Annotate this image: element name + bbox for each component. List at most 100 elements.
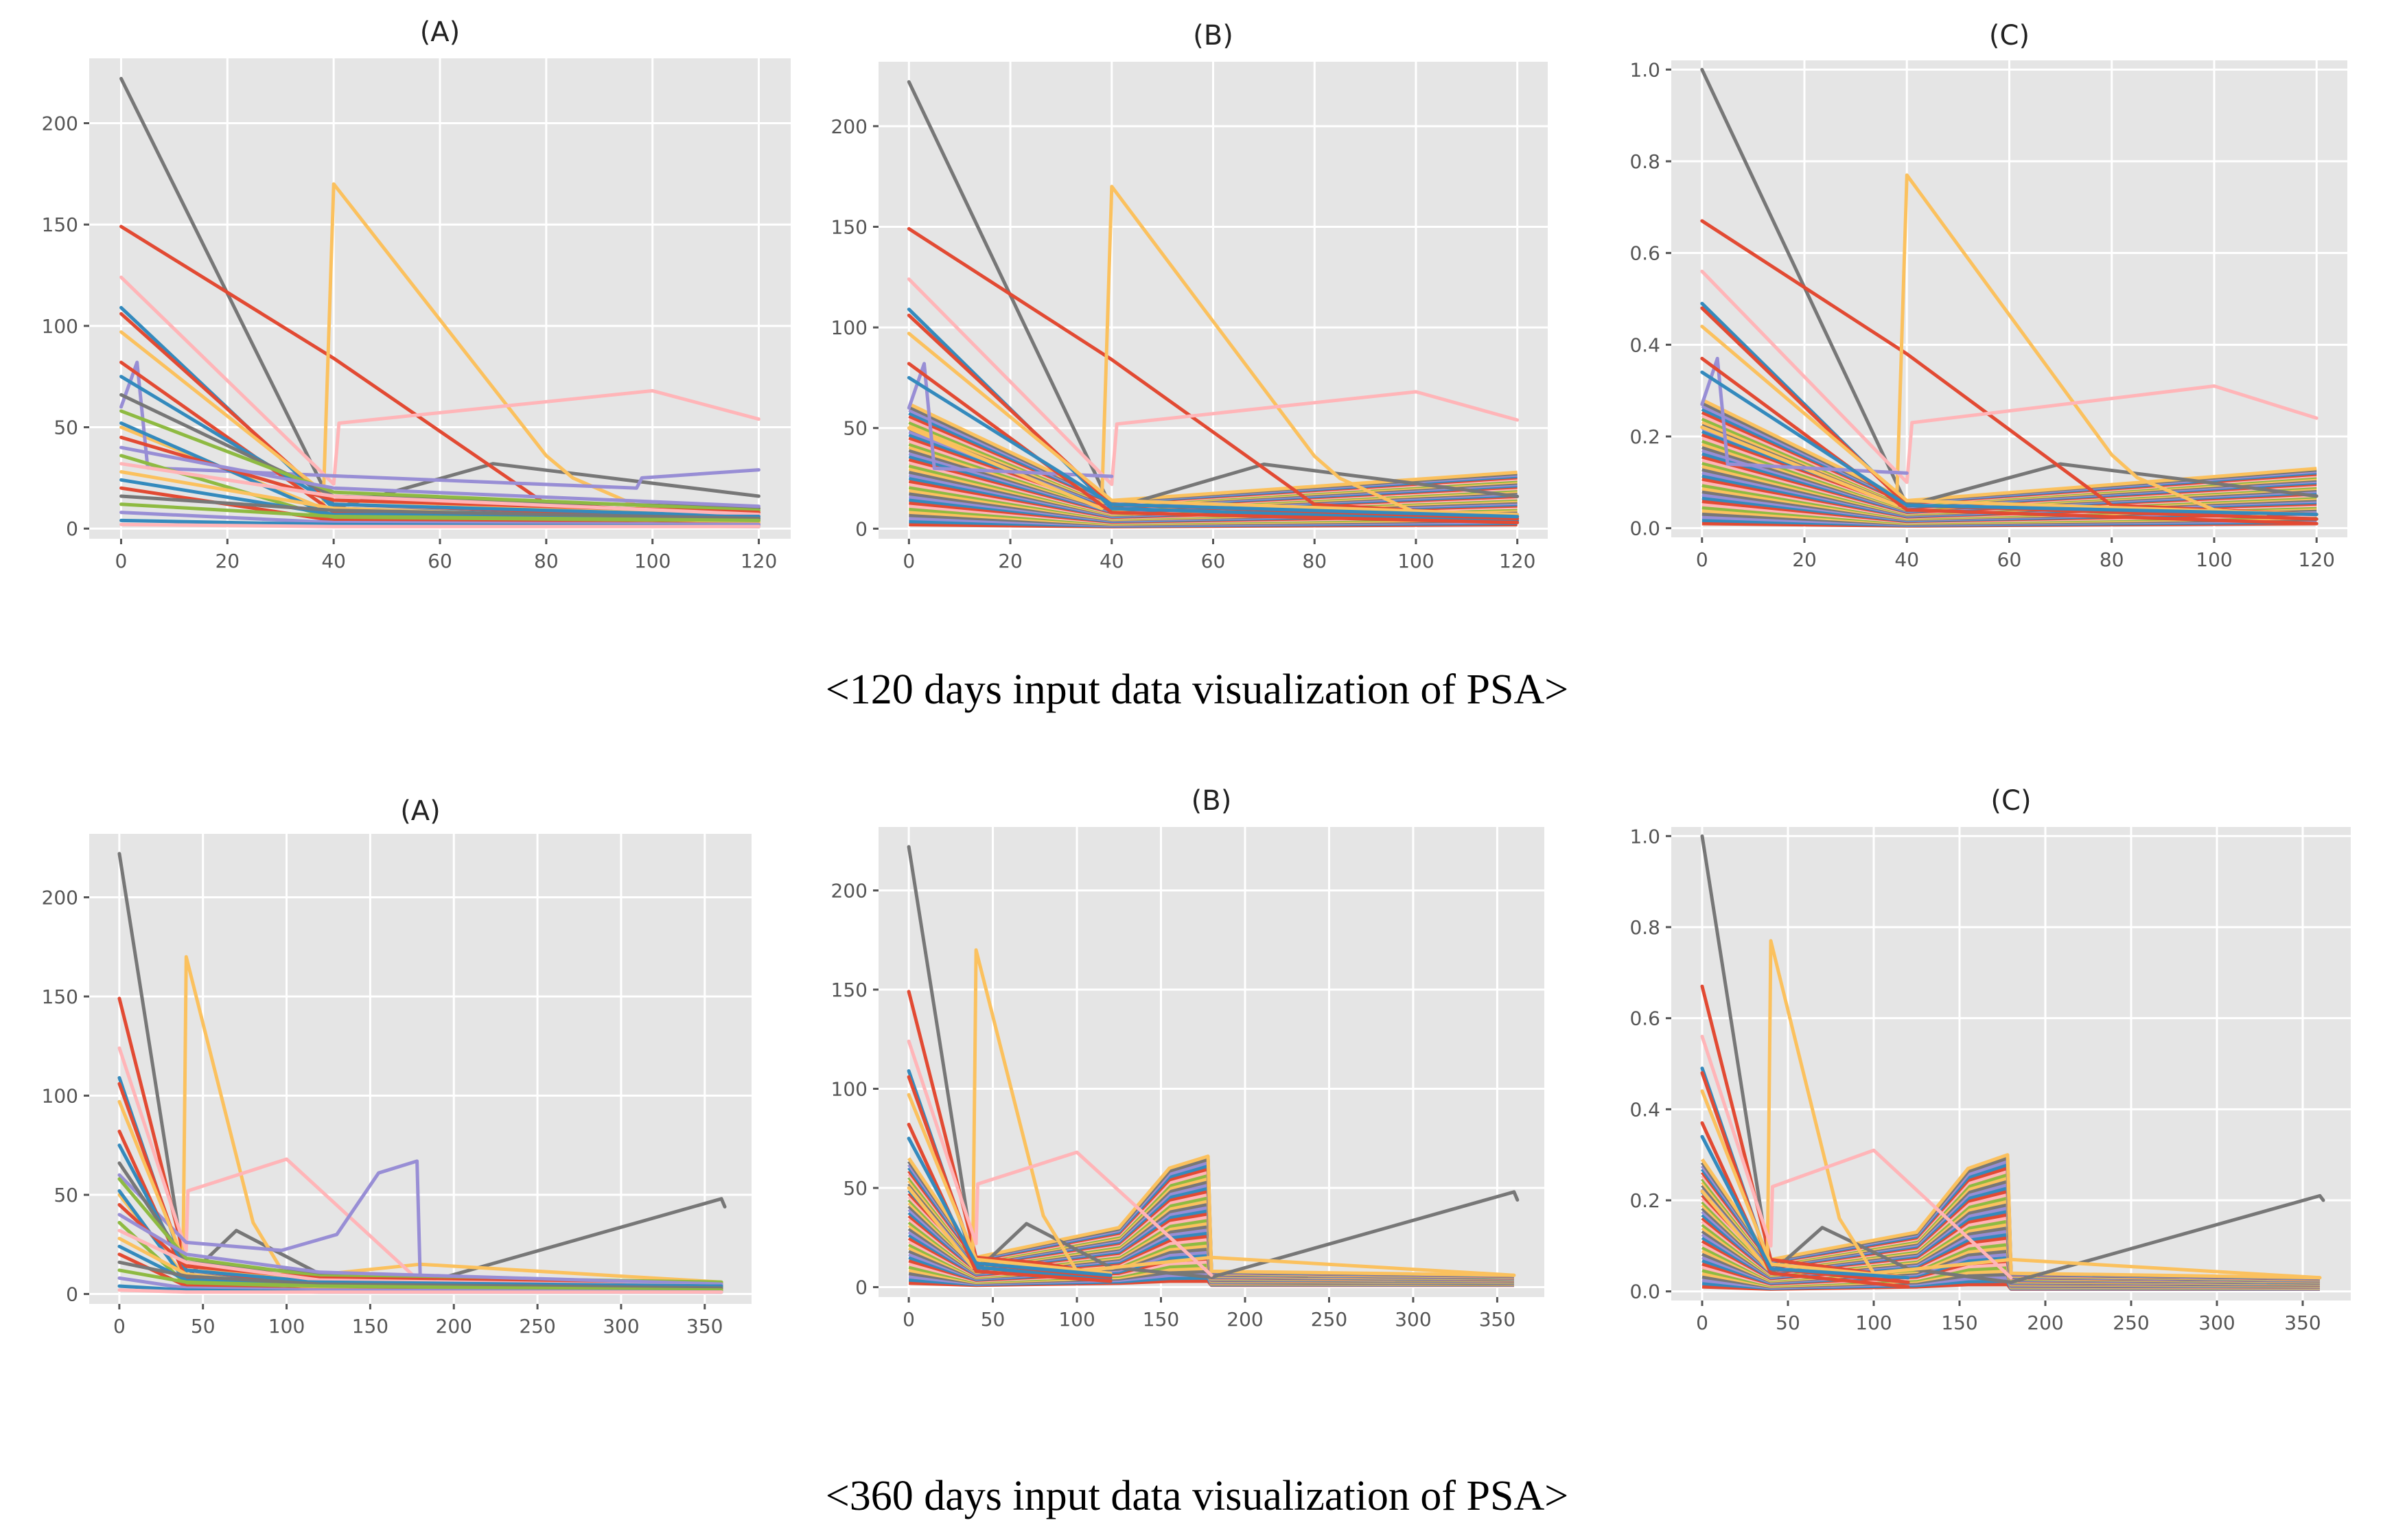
y-tick-label: 100	[42, 315, 78, 338]
y-tick-label: 0	[66, 517, 78, 540]
x-tick-label: 40	[321, 550, 346, 572]
series-group	[119, 77, 760, 528]
x-tick-label: 100	[268, 1315, 305, 1338]
series-line-s17	[119, 462, 760, 517]
y-tick-label: 0	[855, 1276, 868, 1299]
y-tick-label: 50	[54, 1184, 78, 1206]
x-tick-label: 350	[686, 1315, 723, 1338]
x-tick-label: 100	[1855, 1311, 1892, 1334]
y-tick-label: 100	[831, 316, 868, 339]
x-tick-label: 0	[115, 550, 128, 572]
x-tick-label: 0	[113, 1315, 126, 1338]
y-tick-label: 0.6	[1629, 1007, 1660, 1030]
x-tick-label: 120	[741, 550, 777, 572]
x-tick-label: 20	[1792, 548, 1817, 571]
x-tick-label: 350	[1479, 1308, 1515, 1331]
x-tick-label: 250	[2113, 1311, 2149, 1334]
series-line-s22	[119, 502, 760, 522]
series-line-s21	[119, 494, 760, 520]
y-tick-label: 50	[843, 417, 868, 440]
x-tick-label: 50	[1776, 1311, 1800, 1334]
y-tick-label: 100	[42, 1085, 78, 1108]
x-tick-label: 0	[1696, 548, 1708, 571]
x-tick-label: 250	[1311, 1308, 1347, 1331]
y-tick-label: 150	[42, 985, 78, 1008]
series-line-s10	[1700, 1134, 1910, 1280]
series-line-s4	[119, 275, 760, 486]
x-tick-label: 200	[2027, 1311, 2063, 1334]
x-tick-label: 0	[903, 1308, 915, 1331]
y-tick-label: 0.2	[1629, 425, 1660, 448]
series-line-s4	[117, 1046, 422, 1284]
y-tick-label: 0.8	[1629, 150, 1660, 173]
x-tick-label: 80	[1302, 550, 1327, 572]
series-group	[1700, 67, 2319, 528]
series-line-s10	[119, 375, 760, 518]
x-tick-label: 100	[634, 550, 671, 572]
series-line-s8	[907, 1093, 1113, 1275]
y-tick-label: 1.0	[1629, 58, 1660, 81]
y-tick-label: 0.2	[1629, 1189, 1660, 1212]
series-line-s8	[907, 331, 1520, 517]
y-tick-label: 0.4	[1629, 334, 1660, 356]
x-tick-label: 300	[2198, 1311, 2235, 1334]
chart-0-2: 0 20 40 60 80 100 120 0.0 0.2 0.4 0.6 0.8 1.0 (C)	[1629, 20, 2347, 571]
series-line-s5	[907, 362, 1114, 478]
series-group	[1700, 834, 2325, 1291]
series-line-s4	[907, 277, 1520, 487]
y-tick-label: 200	[831, 879, 868, 902]
caption-360-days: <360 days input data visualization of PS…	[826, 1473, 1569, 1519]
y-tick-label: 150	[42, 213, 78, 236]
series-line-s25	[119, 522, 760, 528]
y-tick-label: 0.0	[1629, 1281, 1660, 1303]
caption-120-days: <120 days input data visualization of PS…	[826, 666, 1569, 713]
y-tick-label: 200	[42, 886, 78, 909]
series-line-s15	[117, 1213, 723, 1286]
x-tick-label: 60	[1201, 550, 1226, 572]
x-tick-label: 100	[1397, 550, 1434, 572]
x-tick-label: 200	[436, 1315, 472, 1338]
x-tick-label: 80	[2100, 548, 2124, 571]
series-line-s9	[1700, 1121, 1910, 1289]
x-tick-label: 0	[903, 550, 915, 572]
x-tick-label: 60	[428, 550, 452, 572]
chart-0-0: 0 20 40 60 80 100 120 0 50 100 150 200 (A)	[42, 16, 791, 572]
chart-1-1: 0 50 100 150 200 250 300 350 0 50 100 150 200 (B)	[831, 785, 1544, 1331]
y-tick-label: 150	[831, 215, 868, 238]
y-tick-label: 200	[42, 113, 78, 135]
chart-0-1: 0 20 40 60 80 100 120 0 50 100 150 200 (B)	[831, 20, 1548, 572]
series-line-s9	[907, 1123, 1113, 1283]
y-tick-label: 0.6	[1629, 242, 1660, 265]
x-tick-label: 300	[1395, 1308, 1431, 1331]
x-tick-label: 150	[1143, 1308, 1179, 1331]
x-tick-label: 350	[2284, 1311, 2321, 1334]
x-tick-label: 300	[603, 1315, 639, 1338]
series-line-s22	[117, 1268, 723, 1292]
series-line-s4	[1700, 269, 2319, 485]
x-tick-label: 50	[981, 1308, 1006, 1331]
x-tick-label: 60	[1997, 548, 2022, 571]
x-tick-label: 20	[998, 550, 1023, 572]
x-tick-label: 120	[2299, 548, 2335, 571]
y-tick-label: 0.8	[1629, 916, 1660, 939]
series-line-s5	[119, 360, 760, 490]
x-tick-label: 100	[1058, 1308, 1095, 1331]
y-tick-label: 200	[831, 115, 868, 138]
y-tick-label: 50	[843, 1177, 868, 1200]
y-tick-label: 0	[855, 517, 868, 540]
series-line-s9	[907, 362, 1520, 524]
y-tick-label: 100	[831, 1078, 868, 1101]
x-tick-label: 40	[1100, 550, 1124, 572]
x-tick-label: 120	[1499, 550, 1535, 572]
panel-title: (A)	[400, 795, 441, 827]
y-tick-label: 0	[66, 1283, 78, 1306]
x-tick-label: 100	[2196, 548, 2232, 571]
x-tick-label: 20	[215, 550, 240, 572]
series-group	[117, 852, 727, 1294]
x-tick-label: 50	[191, 1315, 216, 1338]
x-tick-label: 150	[1941, 1311, 1977, 1334]
series-line-s10	[907, 375, 1520, 519]
series-line-s21	[117, 1260, 723, 1290]
